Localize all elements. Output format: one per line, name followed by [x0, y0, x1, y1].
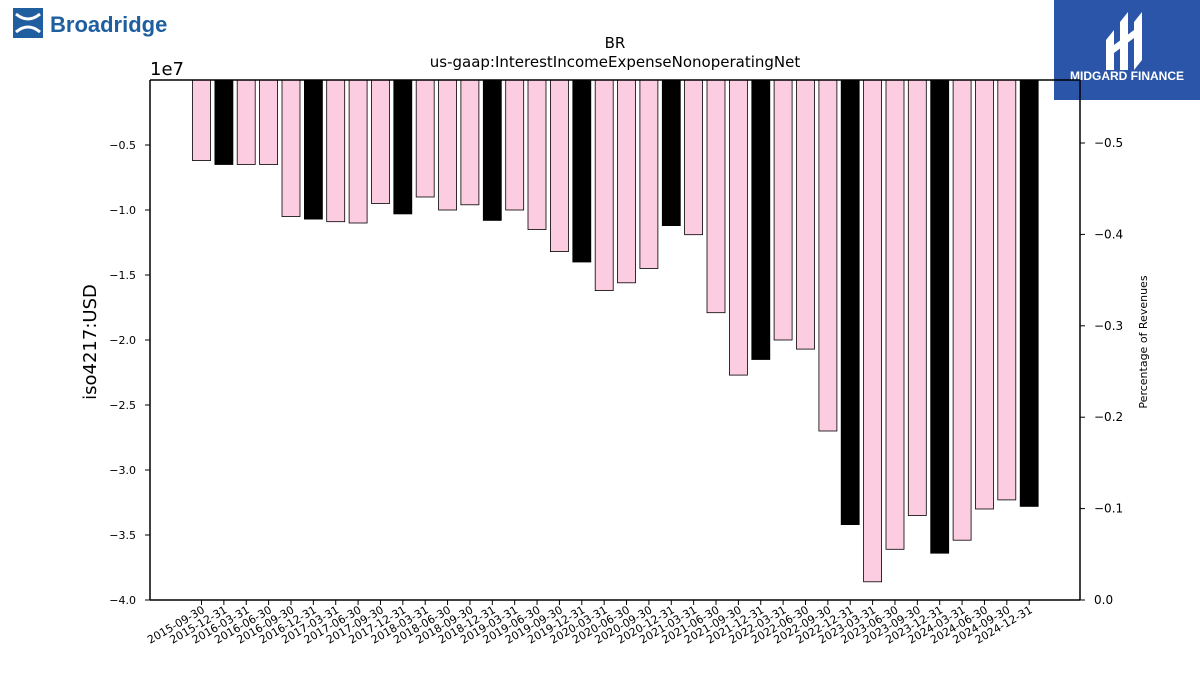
bar	[303, 79, 323, 220]
bar	[482, 79, 502, 221]
y-axis-right-label: Percentage of Revenues	[1137, 275, 1150, 408]
bar	[527, 79, 547, 230]
y-right-tick-label: −0.5	[1094, 136, 1123, 150]
y-tick-label: −4.0	[109, 594, 136, 607]
bar	[550, 79, 569, 253]
bar	[661, 79, 681, 227]
bar	[907, 79, 927, 516]
bar	[952, 79, 972, 541]
bar	[840, 79, 860, 526]
bar	[259, 79, 279, 165]
bar	[796, 79, 815, 350]
y-right-tick-label: −0.2	[1094, 410, 1123, 424]
midgard-logo-mark	[1106, 12, 1142, 70]
bar	[572, 79, 592, 263]
y-right-tick-label: 0.0	[1094, 593, 1113, 607]
bar	[818, 79, 838, 432]
bar	[505, 79, 525, 211]
bar	[773, 79, 793, 341]
bar	[639, 79, 659, 269]
bar	[326, 79, 346, 223]
bar	[729, 79, 748, 376]
midgard-finance-logo: MIDGARD FINANCE	[1054, 0, 1200, 100]
bar	[236, 79, 256, 165]
y-axis-label: iso4217:USD	[80, 284, 101, 400]
y-tick-label: −0.5	[109, 139, 136, 152]
broadridge-logo-mark	[13, 8, 43, 38]
bar	[594, 79, 614, 292]
bar	[460, 79, 480, 206]
bar	[684, 79, 703, 236]
bar	[192, 79, 211, 161]
y-tick-label: −1.0	[109, 204, 136, 217]
bar	[975, 79, 994, 510]
bar	[751, 79, 771, 360]
chart-subtitle: us-gaap:InterestIncomeExpenseNonoperatin…	[430, 53, 801, 71]
y-tick-label: −2.5	[109, 399, 136, 412]
y-tick-label: −2.0	[109, 334, 136, 347]
y-right-tick-label: −0.1	[1094, 502, 1123, 516]
broadridge-logo: Broadridge	[13, 8, 167, 38]
bar	[281, 79, 301, 217]
bar	[348, 79, 368, 224]
y-tick-label: −1.5	[109, 269, 136, 282]
chart-title: BR	[605, 34, 626, 52]
bar	[930, 79, 950, 554]
bar	[1019, 79, 1039, 507]
axes-group: 2015-09-302015-12-312016-03-312016-06-30…	[109, 79, 1123, 647]
y-right-tick-label: −0.3	[1094, 319, 1123, 333]
y-tick-label: −3.5	[109, 529, 136, 542]
bar	[617, 79, 636, 284]
bar	[415, 79, 435, 198]
bar	[863, 79, 882, 583]
bar	[885, 79, 905, 550]
bar	[438, 79, 458, 211]
y-right-tick-label: −0.4	[1094, 227, 1123, 241]
bar	[214, 79, 234, 165]
broadridge-logo-text: Broadridge	[50, 12, 167, 37]
bars-group	[192, 79, 1039, 583]
midgard-logo-text: MIDGARD FINANCE	[1070, 69, 1184, 83]
bar	[706, 79, 726, 314]
bar	[393, 79, 413, 215]
bar	[371, 79, 390, 204]
bar	[997, 79, 1017, 501]
y-axis-multiplier: 1e7	[150, 59, 184, 80]
y-tick-label: −3.0	[109, 464, 136, 477]
